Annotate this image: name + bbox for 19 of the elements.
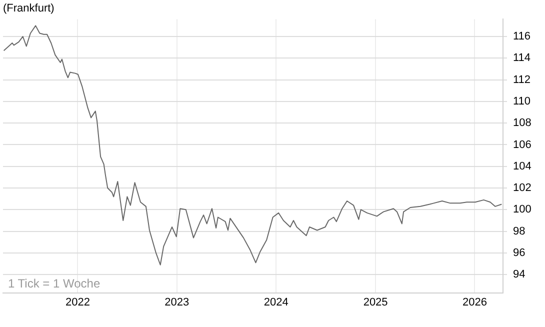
annotation: 1 Tick = 1 Woche <box>8 276 100 290</box>
y-tick-label: 98 <box>513 225 526 238</box>
x-tick-label: 2024 <box>264 296 288 309</box>
x-tick-label: 2026 <box>462 296 487 309</box>
y-tick-label: 110 <box>513 95 531 108</box>
y-tick-label: 96 <box>513 246 526 259</box>
y-tick-label: 94 <box>513 268 526 281</box>
chart-title: (Frankfurt) <box>3 2 54 15</box>
y-tick-label: 104 <box>513 160 532 172</box>
x-tick-label: 2023 <box>164 296 190 309</box>
y-tick-label: 100 <box>513 204 532 216</box>
y-tick-label: 102 <box>513 182 532 194</box>
x-tick-label: 2022 <box>65 296 90 309</box>
y-tick-label: 114 <box>513 52 531 64</box>
y-tick-label: 112 <box>513 74 531 86</box>
x-tick-label: 2025 <box>363 296 388 309</box>
y-tick-label: 116 <box>513 30 531 43</box>
y-tick-label: 108 <box>513 117 532 130</box>
y-tick-label: 106 <box>513 138 532 151</box>
